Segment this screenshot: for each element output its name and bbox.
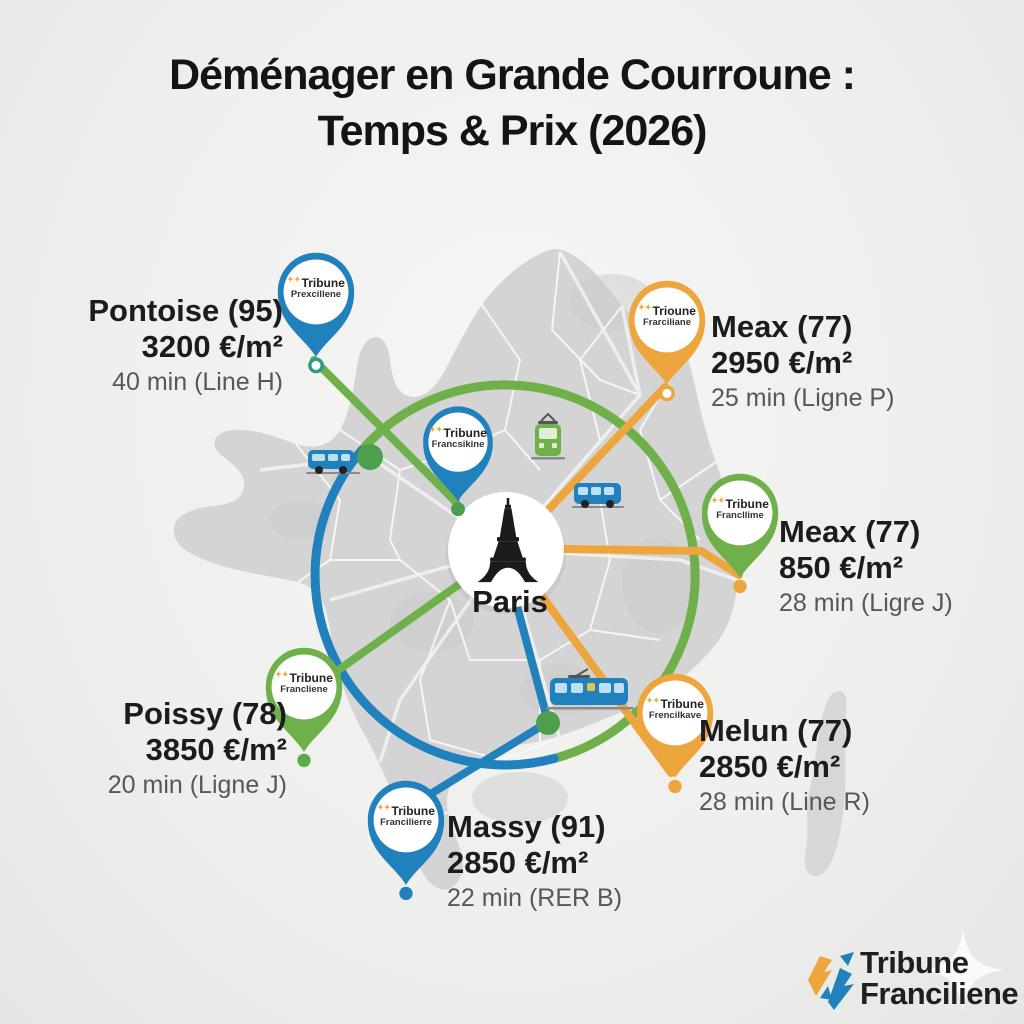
location-time: 25 min (Ligne P) [711,383,895,412]
title-line-2: Temps & Prix (2026) [317,106,708,155]
location-label-massy: Massy (91) 2850 €/m² 22 min (RER B) [447,810,622,912]
map-pin-massy: ✦✦Tribune Francilierre [360,776,452,902]
location-price: 850 €/m² [779,550,904,586]
line-meaux-east [561,545,743,579]
bus-icon [572,483,624,508]
train-icon [546,668,634,710]
title-line-1: Déménager en Grande Courroune : [169,51,856,99]
pin-spark-icon: ✦✦ [287,275,301,284]
pin-logo-line2: Francllime [716,509,764,521]
location-name: Pontoise (95) [88,293,283,328]
pin-logo-line1: Tribune [725,497,769,511]
pin-spark-icon: ✦✦ [711,496,725,505]
location-label-poissy: Poissy (78) 3850 €/m² 20 min (Ligne J) [108,697,287,799]
location-name: Meax (77) [711,309,853,344]
pin-logo-line1: Tribune [443,426,487,440]
junction-node-south [536,711,560,735]
pin-logo-line2: Francilierre [380,816,432,828]
location-name: Melun (77) [699,713,853,748]
pin-logo-line1: Trioune [652,304,696,318]
junction-node-west [357,444,383,470]
page-title: Déménager en Grande Courroune : Temps & … [0,48,1024,160]
pin-logo-line2: Frencilkave [648,709,702,721]
eiffel-tower-icon [477,498,539,583]
map-pin-poissy: ✦✦Tribune Francliene [258,643,350,769]
pin-spark-icon: ✦✦ [646,696,660,705]
location-name: Massy (91) [447,809,606,844]
location-time: 28 min (Line R) [699,787,870,816]
location-price: 2850 €/m² [699,749,841,785]
map-pin-melun: ✦✦Tribune Frencilkave [629,669,721,795]
tram-icon [531,412,565,460]
paris-label: Paris [472,584,548,619]
location-time: 20 min (Ligne J) [107,770,287,799]
location-name: Poissy (78) [123,696,287,731]
minibus-icon [306,450,360,474]
location-label-meaux-north: Meax (77) 2950 €/m² 25 min (Ligne P) [711,310,894,412]
pin-logo-line2: Prexcillene [290,288,342,300]
line-meaux-north [545,383,669,513]
location-time: 22 min (RER B) [447,883,623,912]
location-time: 40 min (Line H) [112,367,283,396]
pin-spark-icon: ✦✦ [429,425,443,434]
map-pin-pontoise: ✦✦Tribune Prexcillene [270,248,362,374]
location-label-melun: Melun (77) 2850 €/m² 28 min (Line R) [699,714,870,816]
corsica-island [804,690,847,877]
map-pin-meaux-east: ✦✦Tribune Francllime [694,469,786,595]
location-price: 3850 €/m² [145,732,287,768]
location-time: 28 min (Ligre J) [779,588,953,617]
pin-spark-icon: ✦✦ [377,803,391,812]
location-price: 2950 €/m² [711,345,853,381]
location-price: 3200 €/m² [141,329,283,365]
pin-logo-line2: Francsikine [431,438,485,450]
pin-logo-line1: Tribune [301,276,345,290]
pin-logo-line2: Francliene [280,683,328,695]
location-label-pontoise: Pontoise (95) 3200 €/m² 40 min (Line H) [88,294,283,396]
pin-logo-line1: Tribune [660,697,704,711]
map-pin-meaux-north: ✦✦Trioune Frarciliane [621,276,713,402]
line-pontoise [310,356,460,506]
location-name: Meax (77) [779,514,921,549]
pin-logo-line1: Tribune [289,671,333,685]
location-price: 2850 €/m² [447,845,589,881]
pin-logo-line1: Tribune [391,804,435,818]
location-label-meaux-east: Meax (77) 850 €/m² 28 min (Ligre J) [779,515,953,617]
pin-logo-line2: Frarciliane [642,316,692,328]
pin-spark-icon: ✦✦ [638,303,652,312]
pin-spark-icon: ✦✦ [275,670,289,679]
map-pin-central: ✦✦Tribune Francsikine [416,402,500,517]
